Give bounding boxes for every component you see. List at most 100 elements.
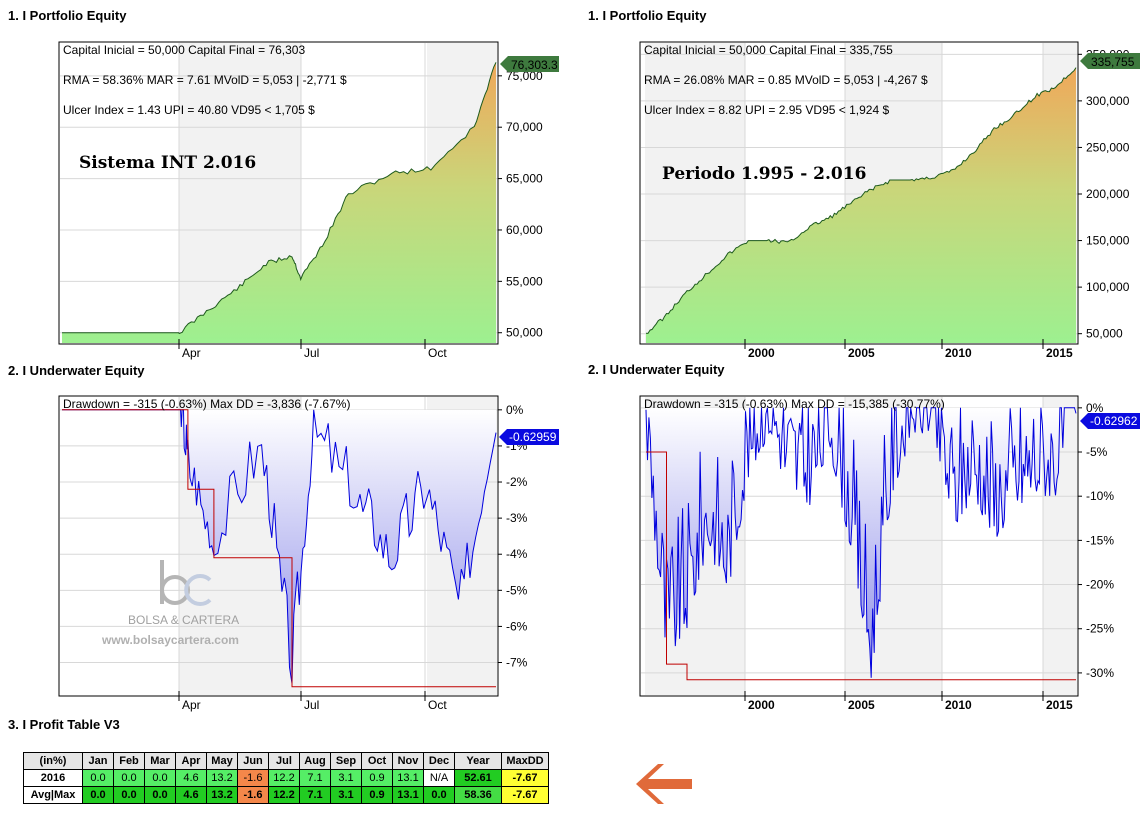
equity-area <box>646 67 1076 343</box>
table-header-cell: Jul <box>268 752 300 770</box>
underwater-equity-title-right: 2. I Underwater Equity <box>588 362 725 377</box>
drawdown-line <box>62 409 497 684</box>
x-tick-label: 2015 <box>1046 346 1073 360</box>
period-label: Periodo 1.995 - 2.016 <box>662 164 866 184</box>
table-cell: 0.0 <box>144 786 176 804</box>
table-header-cell: Jun <box>237 752 269 770</box>
y-tick-label: -5% <box>1086 445 1108 459</box>
y-tick-label: 60,000 <box>506 223 543 237</box>
y-tick-label: -30% <box>1086 666 1114 680</box>
equity-line <box>645 67 1077 334</box>
underwater-equity-title-left: 2. I Underwater Equity <box>8 363 145 378</box>
last-value-marker <box>1080 53 1140 69</box>
table-cell: 7.1 <box>299 786 331 804</box>
table-row: Avg|Max 0.0 0.0 0.0 4.6 13.2 -1.6 12.2 7.1 3.1 0.9… <box>23 786 549 804</box>
x-tick-label: 2000 <box>748 346 775 360</box>
table-cell: 7.1 <box>299 769 331 787</box>
last-value-label: 335,755 <box>1091 55 1135 69</box>
y-tick-label: -2% <box>506 475 528 489</box>
table-header-cell: Dec <box>423 752 455 770</box>
y-tick-label: -7% <box>506 656 528 670</box>
logo-c <box>184 574 212 606</box>
y-tick-label: -25% <box>1086 622 1114 636</box>
equity-line <box>62 62 497 335</box>
profit-table-title: 3. I Profit Table V3 <box>8 717 120 732</box>
table-cell: 4.6 <box>175 786 207 804</box>
table-header-cell: Oct <box>361 752 393 770</box>
y-tick-label: -4% <box>506 547 528 561</box>
profit-table-header: (in%) Jan Feb Mar Apr May Jun Jul Aug Sep Oct Nov De… <box>23 752 549 770</box>
arrow-left-icon-svg <box>636 764 692 804</box>
last-value-marker <box>1080 413 1140 429</box>
x-tick-label: Jul <box>304 698 319 712</box>
drawdown-info: Drawdown = -315 (-0.63%) Max DD = -3,836… <box>63 397 350 411</box>
equity-chart-right: Capital Inicial = 50,000 Capital Final =… <box>639 41 1140 360</box>
table-header-cell: May <box>206 752 238 770</box>
x-tick-label: 2010 <box>945 698 972 712</box>
last-value-marker <box>499 429 559 445</box>
arrow-left-icon <box>634 762 694 809</box>
underwater-chart-left: Drawdown = -315 (-0.63%) Max DD = -3,836… <box>58 395 559 712</box>
y-tick-label: 150,000 <box>1086 234 1130 248</box>
y-tick-label: 65,000 <box>506 172 543 186</box>
table-cell: 13.1 <box>392 786 424 804</box>
table-header-cell: Sep <box>330 752 362 770</box>
drawdown-line <box>645 407 1077 678</box>
equity-chart-left-svg: Capital Inicial = 50,000 Capital Final =… <box>58 41 559 360</box>
equity-chart-left: Capital Inicial = 50,000 Capital Final =… <box>58 41 559 360</box>
equity-info-line-2: RMA = 58.36% MAR = 7.61 MVolD = 5,053 | … <box>63 73 347 87</box>
y-tick-label: 0% <box>1086 401 1104 415</box>
equity-info-line-1: Capital Inicial = 50,000 Capital Final =… <box>63 43 305 57</box>
row-label: 2016 <box>23 769 83 787</box>
x-tick-label: Jul <box>304 346 319 360</box>
y-tick-label: -10% <box>1086 489 1114 503</box>
table-cell: 4.6 <box>175 769 207 787</box>
y-tick-label: 200,000 <box>1086 187 1130 201</box>
table-header-cell: (in%) <box>23 752 83 770</box>
table-cell: 0.0 <box>144 769 176 787</box>
table-cell: 3.1 <box>330 769 362 787</box>
y-tick-label: -3% <box>506 511 528 525</box>
x-tick-label: Apr <box>182 698 201 712</box>
underwater-chart-left-svg: Drawdown = -315 (-0.63%) Max DD = -3,836… <box>58 395 559 712</box>
watermark: BOLSA & CARTERA www.bolsaycartera.com <box>100 552 270 655</box>
max-drawdown-line <box>62 409 496 688</box>
equity-info-line-3: Ulcer Index = 8.82 UPI = 2.95 VD95 < 1,9… <box>644 103 889 117</box>
table-row: 2016 0.0 0.0 0.0 4.6 13.2 -1.6 12.2 7.1 3.1 0.9 13.… <box>23 769 549 787</box>
watermark-brand: BOLSA & CARTERA <box>128 613 239 627</box>
table-header-cell: Feb <box>113 752 145 770</box>
y-tick-label: 0% <box>506 403 524 417</box>
underwater-chart-right-svg: Drawdown = -315 (-0.63%) Max DD = -15,38… <box>639 395 1140 712</box>
table-cell: -7.67 <box>501 769 549 787</box>
table-cell: 58.36 <box>454 786 502 804</box>
table-cell: 0.0 <box>113 769 145 787</box>
x-tick-label: Apr <box>182 346 201 360</box>
profit-table: (in%) Jan Feb Mar Apr May Jun Jul Aug Sep Oct Nov De… <box>23 752 549 804</box>
table-header-cell: Nov <box>392 752 424 770</box>
y-tick-label: 50,000 <box>506 326 543 340</box>
y-tick-label: -6% <box>506 619 528 633</box>
table-cell: 13.1 <box>392 769 424 787</box>
x-tick-label: 2010 <box>945 346 972 360</box>
y-tick-label: -5% <box>506 583 528 597</box>
underwater-chart-right: Drawdown = -315 (-0.63%) Max DD = -15,38… <box>639 395 1140 712</box>
y-tick-label: 250,000 <box>1086 140 1130 154</box>
drawdown-area <box>62 409 496 684</box>
last-value-label: 76,303.3 <box>511 58 558 72</box>
table-cell: 0.0 <box>423 786 455 804</box>
x-tick-label: Oct <box>428 698 447 712</box>
table-header-cell: Aug <box>299 752 331 770</box>
portfolio-equity-title-left: 1. I Portfolio Equity <box>8 8 127 23</box>
profit-table-body: 2016 0.0 0.0 0.0 4.6 13.2 -1.6 12.2 7.1 3.1 0.9 13.… <box>23 769 549 804</box>
y-tick-label: -15% <box>1086 533 1114 547</box>
equity-info-line-2: RMA = 26.08% MAR = 0.85 MVolD = 5,053 | … <box>644 73 928 87</box>
table-cell: 0.9 <box>361 769 393 787</box>
table-header-cell: Year <box>454 752 502 770</box>
table-cell: -1.6 <box>237 769 269 787</box>
table-cell: 52.61 <box>454 769 502 787</box>
y-tick-label: 300,000 <box>1086 94 1130 108</box>
last-value-marker <box>500 56 559 72</box>
portfolio-equity-title-right: 1. I Portfolio Equity <box>588 8 707 23</box>
table-header-cell: Apr <box>175 752 207 770</box>
equity-info-line-3: Ulcer Index = 1.43 UPI = 40.80 VD95 < 1,… <box>63 103 315 117</box>
